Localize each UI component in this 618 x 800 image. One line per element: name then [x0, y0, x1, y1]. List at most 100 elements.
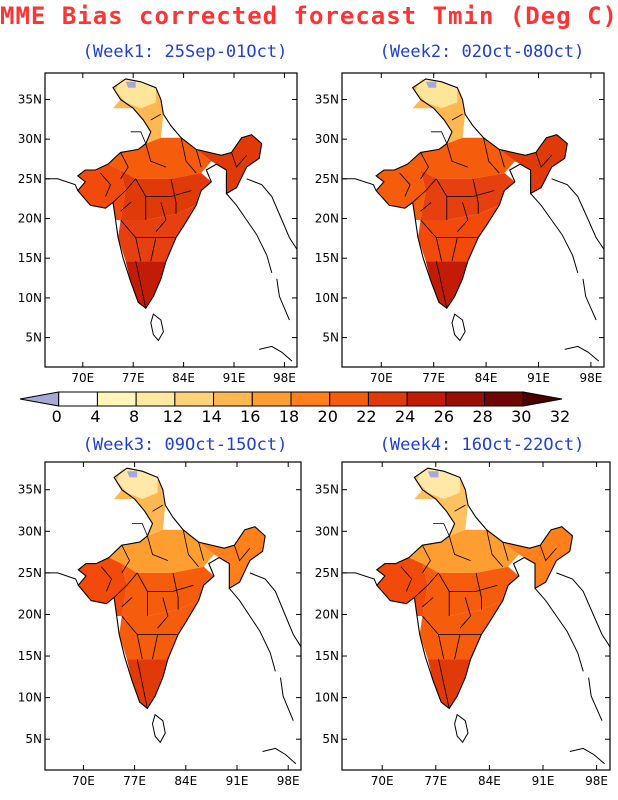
state-boundary [451, 113, 463, 121]
lat-tick-label: 20N [18, 607, 42, 621]
coastline [564, 345, 600, 362]
colorbar-label: 14 [201, 407, 221, 426]
state-boundary [435, 237, 442, 262]
page-title: MME Bias corrected forecast Tmin (Deg C) [0, 2, 618, 30]
lat-tick-label: 30N [315, 132, 339, 146]
lat-tick-label: 15N [18, 251, 42, 265]
colorbar-swatch [484, 391, 524, 407]
india-outline [76, 78, 263, 310]
temperature-region-central [420, 170, 515, 220]
lat-tick-label: 10N [18, 291, 42, 305]
coastline [45, 178, 79, 191]
lat-tick-label: 10N [315, 291, 339, 305]
state-boundary [147, 535, 169, 561]
cold-patch [427, 471, 439, 478]
state-boundary [422, 597, 434, 608]
temperature-region-upper [409, 529, 519, 573]
state-boundary [420, 202, 432, 212]
lon-tick-label: 91E [226, 774, 249, 788]
india-outline [375, 78, 568, 309]
lon-tick-label: 98E [273, 371, 296, 385]
lon-tick-label: 77E [424, 774, 447, 788]
lat-tick-label: 5N [25, 331, 42, 345]
panel-3-title: (Week3: 09Oct-15Oct) [82, 435, 288, 455]
state-boundary [449, 584, 498, 592]
colorbar-swatch [329, 391, 369, 407]
colorbar-label: 30 [511, 407, 531, 426]
cold-patch [126, 471, 138, 478]
coastline [45, 572, 79, 586]
state-boundary [422, 615, 482, 635]
sri-lanka-outline [454, 713, 469, 744]
lon-tick-label: 98E [277, 774, 300, 788]
colorbar-label: 4 [90, 407, 100, 426]
temperature-region-east [502, 526, 573, 589]
colorbar-label: 0 [52, 407, 62, 426]
state-boundary [120, 152, 129, 180]
lat-tick-label: 30N [18, 132, 42, 146]
state-boundary [472, 178, 479, 215]
state-boundary [136, 634, 143, 660]
colorbar-swatch [58, 391, 98, 407]
colorbar-swatch [522, 391, 563, 407]
state-boundary [412, 178, 437, 203]
temperature-region-upper [108, 137, 212, 179]
panel-1-title: (Week1: 25Sep-01Oct) [82, 42, 288, 62]
colorbar-label: 22 [356, 407, 376, 426]
state-boundary [438, 659, 450, 709]
lat-tick-label: 15N [18, 649, 42, 663]
coastline [530, 193, 579, 274]
lat-tick-label: 20N [315, 212, 339, 226]
colorbar-swatch [174, 391, 215, 407]
coastline [280, 677, 294, 721]
state-boundary [435, 261, 448, 309]
state-boundary [420, 219, 479, 239]
temperature-region-east [198, 526, 266, 589]
temperature-region-central [422, 563, 519, 616]
lat-tick-label: 25N [18, 566, 42, 580]
coastline [259, 345, 293, 362]
colorbar-swatch [251, 391, 292, 407]
cold-patch [425, 81, 437, 88]
india-outline [77, 467, 266, 710]
state-boundary [454, 504, 466, 512]
state-boundary [130, 131, 147, 144]
state-boundary [483, 137, 500, 174]
temperature-region-upper [109, 529, 214, 573]
lat-tick-label: 25N [315, 566, 339, 580]
panel-4-title: (Week4: 16Oct-22Oct) [379, 435, 585, 455]
lat-tick-label: 30N [315, 524, 339, 538]
lon-tick-label: 98E [585, 774, 608, 788]
state-boundary [135, 261, 147, 309]
map-panels: 35N 30N 25N 20N 15N 10N 5N 70E 77E 84E 91E 98E 35N 30… [18, 72, 611, 788]
lon-tick-label: 98E [579, 371, 602, 385]
lat-tick-label: 25N [315, 172, 339, 186]
coastline [551, 178, 605, 250]
lat-tick-label: 5N [25, 732, 42, 746]
lon-tick-label: 84E [475, 371, 498, 385]
colorbar-swatch [445, 391, 486, 407]
lat-tick-label: 25N [18, 172, 42, 186]
state-boundary [150, 237, 157, 262]
lat-tick-label: 5N [322, 331, 339, 345]
lat-tick-label: 5N [322, 732, 339, 746]
temperature-region-north [116, 468, 158, 499]
state-boundary [195, 149, 202, 168]
state-boundary [157, 597, 169, 629]
state-boundary [100, 172, 111, 197]
state-boundary [136, 659, 148, 709]
state-boundary [198, 541, 205, 561]
colorbar-label: 26 [434, 407, 454, 426]
coastline [226, 193, 273, 274]
state-boundary [150, 113, 162, 121]
state-boundary [400, 566, 413, 592]
state-boundary [231, 152, 247, 168]
temperature-region-north [115, 78, 156, 109]
state-boundary [422, 545, 431, 574]
state-boundary [234, 545, 251, 562]
temperature-region-central [120, 170, 212, 220]
lon-tick-label: 84E [174, 774, 197, 788]
state-boundary [498, 149, 505, 168]
state-boundary [399, 172, 411, 197]
state-boundary [438, 634, 445, 660]
